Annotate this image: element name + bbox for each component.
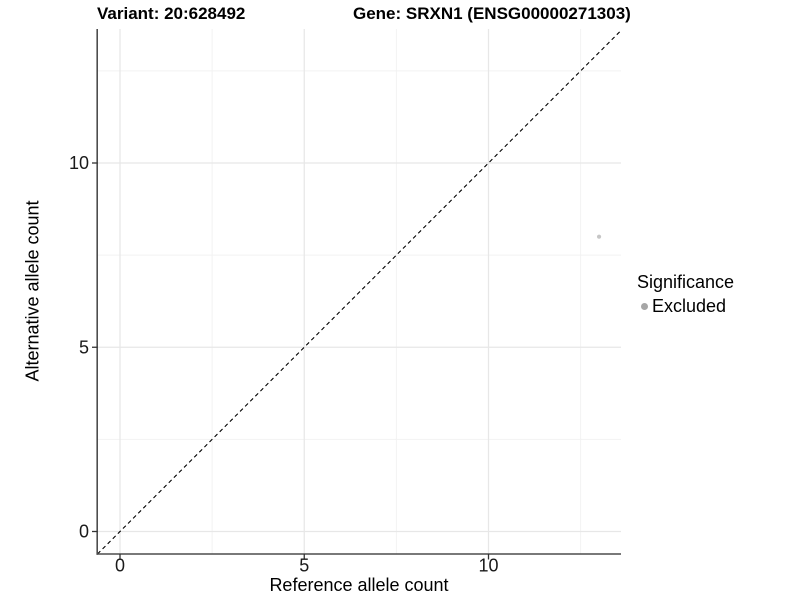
y-tick-label: 0 xyxy=(79,522,89,542)
legend-item-label: Excluded xyxy=(652,296,727,316)
excluded-point-icon xyxy=(641,303,648,310)
grid-minor xyxy=(97,29,621,554)
data-point xyxy=(596,234,602,239)
y-tick-labels: 0 5 10 xyxy=(69,153,89,542)
y-axis-title: Alternative allele count xyxy=(22,200,43,382)
x-tick-label: 0 xyxy=(115,556,125,576)
x-axis-title: Reference allele count xyxy=(269,575,449,595)
identity-line xyxy=(97,30,622,555)
y-tick-label: 5 xyxy=(79,337,89,357)
legend: Significance Excluded xyxy=(637,272,734,317)
data-points xyxy=(596,234,602,239)
legend-item-excluded: Excluded xyxy=(637,296,734,317)
variant-title: Variant: 20:628492 xyxy=(97,4,246,23)
legend-title: Significance xyxy=(637,272,735,292)
gene-title: Gene: SRXN1 (ENSG00000271303) xyxy=(353,4,631,23)
y-tick-label: 10 xyxy=(69,153,89,173)
x-tick-labels: 0 5 10 xyxy=(115,556,499,576)
x-tick-label: 10 xyxy=(478,556,498,576)
axis-ticks xyxy=(92,162,490,560)
grid-major xyxy=(97,29,621,554)
x-tick-label: 5 xyxy=(299,556,309,576)
